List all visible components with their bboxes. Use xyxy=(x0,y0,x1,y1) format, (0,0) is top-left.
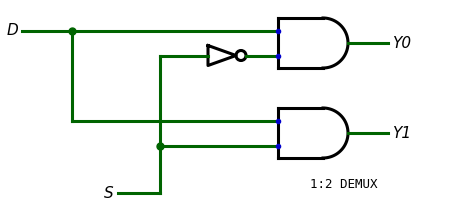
Text: Y0: Y0 xyxy=(392,36,411,50)
Text: S: S xyxy=(105,186,114,200)
Text: D: D xyxy=(6,23,18,38)
Text: Y1: Y1 xyxy=(392,125,411,141)
Text: 1:2 DEMUX: 1:2 DEMUX xyxy=(310,178,377,191)
